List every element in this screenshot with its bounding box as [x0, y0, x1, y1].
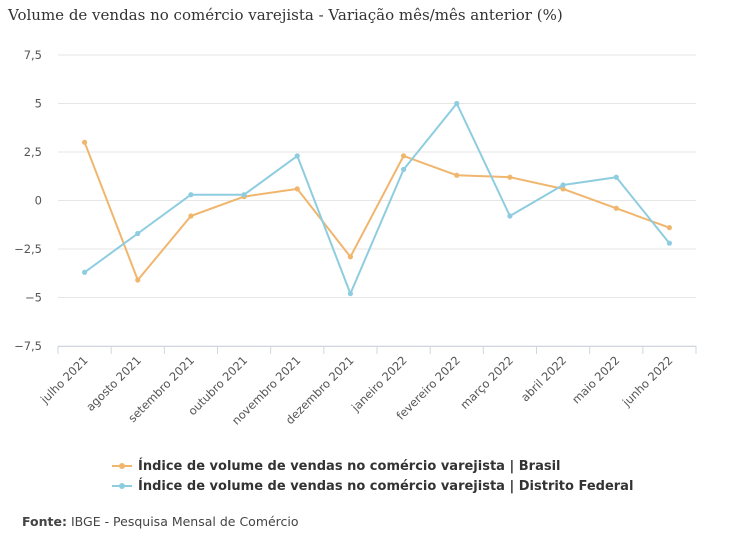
- series-point-0: [666, 225, 673, 231]
- series-point-1: [347, 291, 354, 297]
- series-point-0: [454, 172, 460, 178]
- series-point-0: [400, 153, 407, 159]
- legend-marker-distrito-federal: [112, 481, 132, 491]
- x-tick-label: abril 2022: [518, 353, 569, 404]
- series-point-1: [294, 153, 300, 159]
- series-line-0: [83, 141, 670, 281]
- series-point-1: [666, 240, 673, 246]
- x-tick-label: julho 2021: [37, 353, 91, 407]
- x-tick-label: março 2022: [457, 353, 516, 412]
- series-point-1: [507, 213, 513, 219]
- y-tick-label: −5: [25, 291, 42, 305]
- series-point-0: [294, 186, 300, 192]
- legend-label-distrito-federal: Índice de volume de vendas no comércio v…: [138, 478, 634, 494]
- series-point-1: [400, 166, 407, 173]
- series-line-1: [84, 102, 671, 295]
- x-tick-label: junho 2022: [619, 353, 676, 410]
- series-point-1: [135, 230, 141, 237]
- y-tick-label: −2,5: [14, 242, 42, 256]
- y-tick-label: 7,5: [24, 48, 42, 62]
- source-label: Fonte:: [22, 514, 67, 529]
- series-point-1: [81, 269, 88, 275]
- series-point-1: [613, 174, 619, 180]
- series-point-0: [507, 174, 513, 180]
- y-tick-label: 5: [35, 97, 42, 111]
- series-point-1: [241, 192, 247, 198]
- source-text: IBGE - Pesquisa Mensal de Comércio: [70, 514, 299, 529]
- series-point-1: [560, 182, 566, 188]
- legend-label-brasil: Índice de volume de vendas no comércio v…: [138, 458, 561, 474]
- y-tick-label: 0: [35, 194, 42, 208]
- legend-item-brasil[interactable]: Índice de volume de vendas no comércio v…: [112, 456, 633, 476]
- y-tick-label: 2,5: [24, 145, 42, 159]
- legend-marker-brasil: [112, 461, 132, 471]
- y-tick-label: −7,5: [14, 339, 42, 353]
- series-point-1: [454, 100, 460, 107]
- series-point-0: [188, 213, 194, 219]
- series-point-0: [613, 205, 619, 211]
- series-point-1: [188, 192, 194, 198]
- x-tick-label: maio 2022: [569, 353, 622, 406]
- series-point-0: [347, 254, 354, 260]
- legend: Índice de volume de vendas no comércio v…: [112, 456, 633, 496]
- series-point-0: [135, 277, 141, 283]
- source-note: Fonte: IBGE - Pesquisa Mensal de Comérci…: [22, 514, 299, 529]
- series-point-0: [81, 139, 88, 145]
- series-point-0: [560, 186, 566, 192]
- legend-item-distrito-federal[interactable]: Índice de volume de vendas no comércio v…: [112, 476, 633, 496]
- chart-title: Volume de vendas no comércio varejista -…: [8, 6, 563, 24]
